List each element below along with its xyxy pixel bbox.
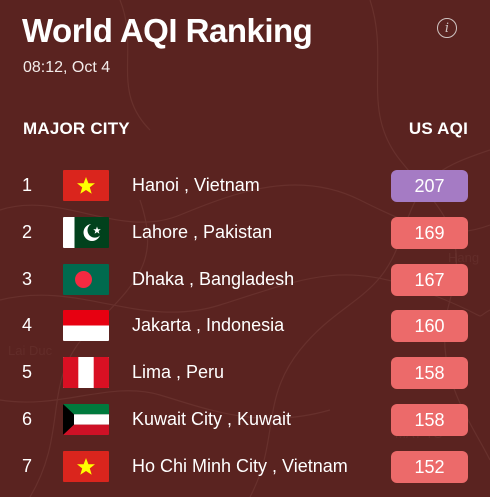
aqi-badge: 169 <box>391 217 468 249</box>
aqi-badge: 158 <box>391 404 468 436</box>
svg-text:Hạng: Hạng <box>448 250 479 265</box>
pakistan-flag-icon <box>63 217 109 248</box>
rank-number: 2 <box>22 222 33 242</box>
svg-text:Lai Duc: Lai Duc <box>8 343 53 358</box>
ranking-row[interactable]: 1 Hanoi , Vietnam 207 <box>0 170 490 202</box>
city-name: Lahore , Pakistan <box>132 222 273 242</box>
vietnam-flag-icon <box>63 170 109 201</box>
column-header-city: MAJOR CITY <box>23 119 130 138</box>
peru-flag-icon <box>63 357 109 388</box>
kuwait-flag-icon <box>63 404 109 435</box>
update-timestamp: 08:12, Oct 4 <box>23 59 111 76</box>
rank-number: 4 <box>22 315 33 335</box>
city-name: Lima , Peru <box>132 362 225 382</box>
rank-number: 6 <box>22 409 33 429</box>
vietnam-flag-icon <box>63 451 109 482</box>
rank-number: 3 <box>22 269 33 289</box>
city-name: Kuwait City , Kuwait <box>132 409 292 429</box>
page-title: World AQI Ranking <box>22 12 313 49</box>
rank-number: 5 <box>22 362 33 382</box>
aqi-badge: 207 <box>391 170 468 202</box>
ranking-row[interactable]: 6 Kuwait City , Kuwait 158 <box>0 404 490 436</box>
ranking-row[interactable]: 7 Ho Chi Minh City , Vietnam 152 <box>0 451 490 483</box>
indonesia-flag-icon <box>63 310 109 341</box>
ranking-row[interactable]: 2 Lahore , Pakistan 169 <box>0 217 490 249</box>
bangladesh-flag-icon <box>63 264 109 295</box>
rank-number: 1 <box>22 175 33 195</box>
aqi-badge: 152 <box>391 451 468 483</box>
city-name: Hanoi , Vietnam <box>132 175 260 195</box>
aqi-badge: 167 <box>391 264 468 296</box>
column-header-aqi: US AQI <box>408 119 468 138</box>
aqi-badge: 158 <box>391 357 468 389</box>
aqi-badge: 160 <box>391 310 468 342</box>
ranking-row[interactable]: 5 Lima , Peru 158 <box>0 357 490 389</box>
ranking-row[interactable]: 3 Dhaka , Bangladesh 167 <box>0 264 490 296</box>
info-icon[interactable]: i <box>437 18 457 38</box>
city-name: Dhaka , Bangladesh <box>132 269 295 289</box>
ranking-row[interactable]: 4 Jakarta , Indonesia 160 <box>0 310 490 342</box>
city-name: Ho Chi Minh City , Vietnam <box>132 456 348 476</box>
rank-number: 7 <box>22 456 33 476</box>
city-name: Jakarta , Indonesia <box>132 315 285 335</box>
